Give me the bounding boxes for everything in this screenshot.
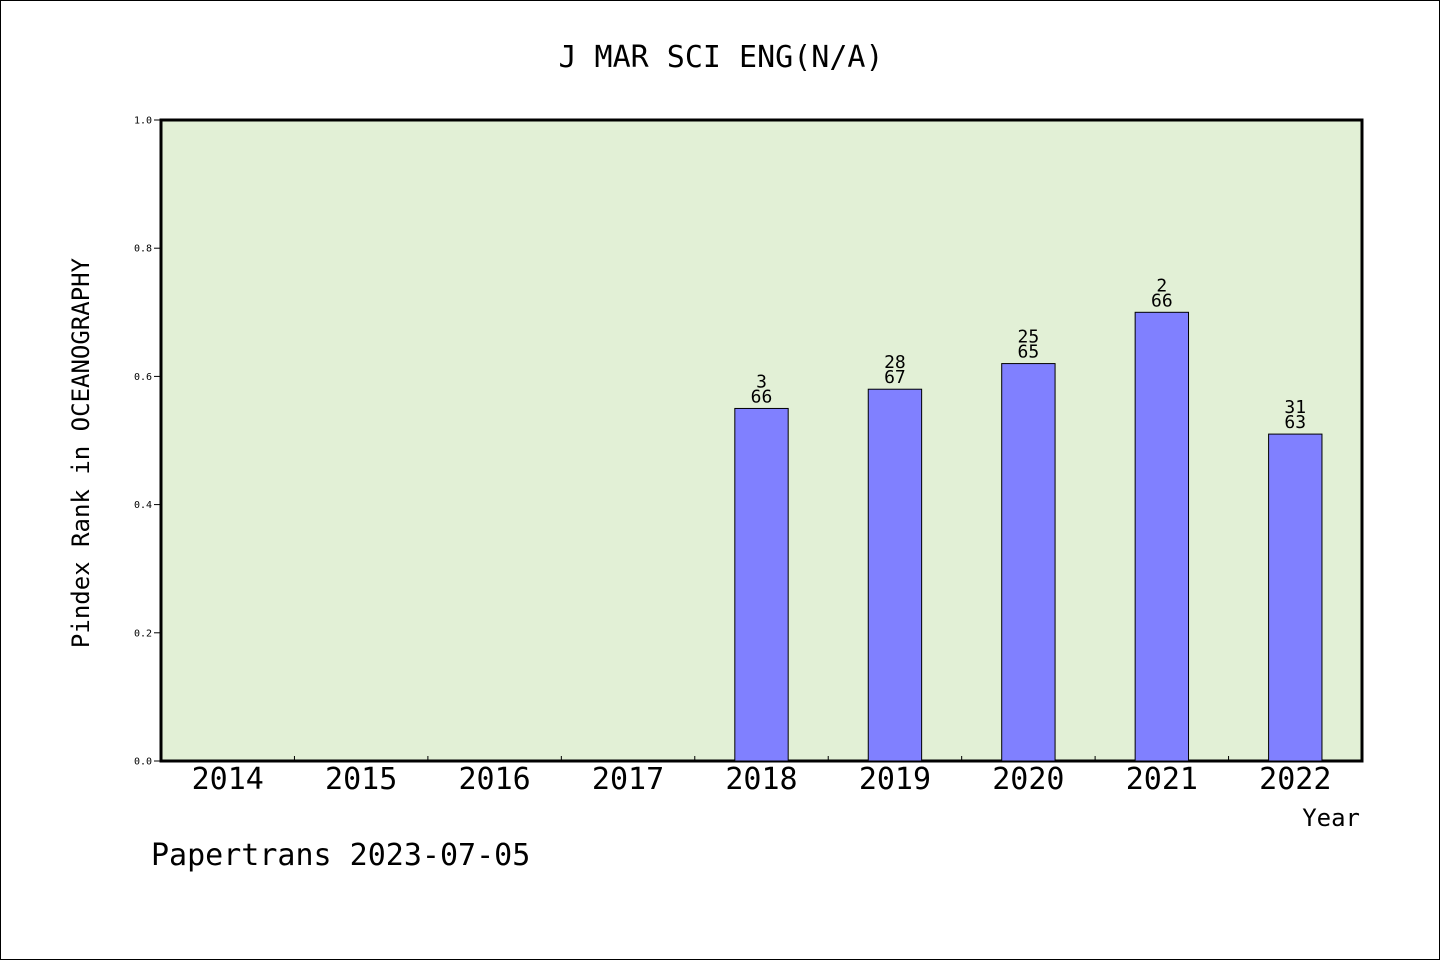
bar-rank-label: 25 <box>1018 327 1040 348</box>
x-tick-label: 2018 <box>725 762 797 797</box>
bar-total-label: 65 <box>1018 342 1040 363</box>
bar-2020 <box>1001 363 1056 762</box>
x-tick-label: 2015 <box>325 762 397 797</box>
y-tick-label: 0.2 <box>134 628 152 639</box>
bar-total-label: 66 <box>1151 290 1173 311</box>
y-tick-label: 0.0 <box>134 757 152 768</box>
footer-credit: Papertrans 2023-07-05 <box>151 838 530 873</box>
bar-2019 <box>867 388 923 762</box>
y-axis-label: Pindex Rank in OCEANOGRAPHY <box>67 257 95 648</box>
x-tick-label: 2017 <box>592 762 664 797</box>
bar-total-label: 63 <box>1284 412 1306 433</box>
y-tick-label: 1.0 <box>134 116 152 127</box>
y-axis: 0.0 0.2 0.4 0.6 0.8 1.0 <box>134 116 161 768</box>
x-tick-label: 2020 <box>992 762 1064 797</box>
bar-rank-label: 2 <box>1156 275 1167 296</box>
bar-2022 <box>1268 433 1323 762</box>
bar-rank-label: 3 <box>756 371 767 392</box>
bar-2018 <box>734 407 789 762</box>
y-tick-label: 0.6 <box>134 372 152 383</box>
bar-total-label: 66 <box>751 386 773 407</box>
chart-title: J MAR SCI ENG(N/A) <box>558 40 883 75</box>
x-tick-label: 2022 <box>1259 762 1331 797</box>
bar-total-label: 67 <box>884 367 906 388</box>
bar-2021 <box>1134 311 1190 762</box>
x-axis-label: Year <box>1302 804 1360 832</box>
x-tick-label: 2021 <box>1126 762 1198 797</box>
x-tick-label: 2019 <box>859 762 931 797</box>
y-tick-label: 0.8 <box>134 244 152 255</box>
bar-rank-label: 28 <box>884 352 906 373</box>
x-tick-label: 2014 <box>192 762 264 797</box>
bar-rank-label: 31 <box>1284 397 1306 418</box>
x-axis: 2014 2015 2016 2017 2018 2019 2020 2021 2022 <box>192 756 1331 797</box>
y-tick-label: 0.4 <box>134 500 152 511</box>
x-tick-label: 2016 <box>458 762 530 797</box>
